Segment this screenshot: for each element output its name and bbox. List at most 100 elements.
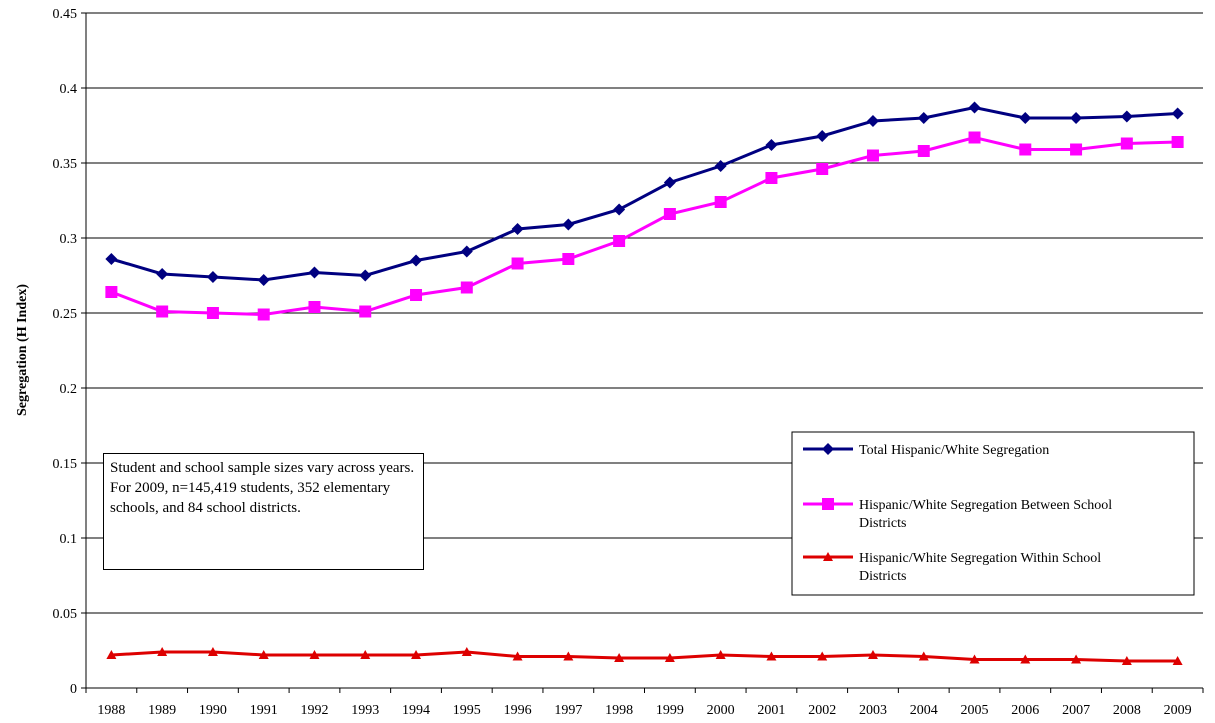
data-point: [766, 651, 777, 661]
data-point: [1019, 112, 1032, 124]
x-tick-label: 1990: [199, 703, 227, 718]
x-tick-label: 2003: [859, 703, 887, 718]
data-point: [512, 651, 523, 661]
x-tick-label: 1996: [504, 703, 532, 718]
legend-item: Total Hispanic/White Segregation: [803, 443, 1049, 458]
data-point: [1171, 136, 1184, 148]
y-tick-label: 0.1: [60, 532, 78, 547]
data-point: [969, 654, 980, 664]
data-point: [562, 253, 575, 265]
data-point: [308, 266, 321, 279]
y-tick-label: 0.35: [53, 157, 78, 172]
y-tick-label: 0.2: [60, 382, 78, 397]
data-point: [511, 257, 524, 270]
x-tick-label: 2004: [910, 703, 938, 718]
data-point: [411, 650, 422, 659]
data-point: [917, 145, 930, 157]
legend-marker: [823, 552, 833, 561]
data-point: [206, 307, 219, 319]
data-point: [563, 651, 574, 661]
x-tick-label: 1998: [605, 703, 633, 718]
legend-label: Hispanic/White Segregation Between Schoo…: [859, 498, 1112, 531]
data-point: [1120, 110, 1133, 123]
x-tick-label: 2008: [1113, 703, 1141, 718]
data-point: [715, 650, 726, 659]
data-point: [207, 647, 218, 656]
data-point: [917, 112, 930, 124]
data-point: [1070, 143, 1083, 156]
data-point: [866, 149, 879, 162]
x-tick-label: 1988: [97, 703, 125, 718]
data-point: [562, 218, 575, 231]
data-point: [105, 286, 118, 298]
data-point: [309, 650, 320, 659]
legend-item: Hispanic/White Segregation Between Schoo…: [803, 498, 1112, 531]
data-point: [918, 651, 929, 661]
data-point: [1120, 137, 1133, 150]
x-tick-label: 1997: [554, 703, 582, 718]
data-point: [105, 253, 118, 265]
series-layer: [105, 101, 1184, 665]
data-point: [1070, 112, 1083, 124]
legend-label: Hispanic/White Segregation Within School…: [859, 551, 1101, 584]
y-tick-label: 0.4: [60, 82, 78, 97]
data-point: [816, 130, 829, 142]
y-axis-label: Segregation (H Index): [15, 284, 30, 416]
x-tick-label: 2005: [961, 703, 989, 718]
data-point: [156, 305, 169, 318]
x-tick-label: 2009: [1164, 703, 1192, 718]
series-line: [110, 135, 1178, 317]
data-point: [257, 308, 270, 321]
data-point: [765, 139, 778, 151]
series-1: [105, 101, 1184, 286]
x-tick-label: 2000: [707, 703, 735, 718]
y-axis-ticks: 0 0.05 0.1 0.15 0.2 0.25 0.3 0.35 0.4 0.45: [53, 7, 86, 697]
x-tick-label: 1991: [250, 703, 278, 718]
data-point: [360, 650, 371, 659]
legend-box: [791, 431, 1195, 596]
data-point: [765, 172, 778, 184]
sample-size-note: Student and school sample sizes vary acr…: [103, 453, 424, 570]
x-tick-label: 1989: [148, 703, 176, 718]
data-point: [460, 245, 473, 258]
data-point: [1071, 654, 1082, 664]
x-tick-label: 1994: [402, 703, 430, 718]
data-point: [156, 268, 169, 280]
x-tick-label: 2001: [757, 703, 785, 718]
data-point: [106, 650, 117, 659]
data-point: [511, 223, 524, 235]
data-point: [460, 281, 473, 294]
y-tick-label: 0.45: [53, 7, 78, 22]
x-tick-label: 2007: [1062, 703, 1090, 718]
data-point: [359, 269, 372, 282]
x-tick-label: 1992: [300, 703, 328, 718]
legend-item: Hispanic/White Segregation Within School…: [803, 551, 1101, 584]
data-point: [410, 254, 423, 267]
data-point: [866, 115, 879, 127]
y-tick-label: 0.15: [53, 457, 78, 472]
data-point: [714, 196, 727, 208]
series-3: [106, 647, 1183, 665]
axes: [85, 13, 1203, 689]
x-axis-ticks: 1988 1989 1990 1991 1992 1993 1994 1995 1996 1997…: [85, 688, 1204, 718]
data-point: [258, 650, 269, 659]
x-tick-label: 1999: [656, 703, 684, 718]
data-point: [1171, 107, 1184, 120]
x-tick-label: 2006: [1011, 703, 1039, 718]
data-point: [206, 271, 219, 283]
data-point: [968, 131, 981, 144]
series-line: [111, 650, 1178, 663]
data-point: [613, 235, 626, 247]
x-tick-label: 1993: [351, 703, 379, 718]
data-point: [1019, 143, 1032, 156]
data-point: [1172, 656, 1183, 665]
y-tick-label: 0: [70, 682, 77, 697]
x-tick-label: 1995: [453, 703, 481, 718]
series-line: [110, 105, 1178, 282]
y-tick-label: 0.25: [53, 307, 78, 322]
data-point: [359, 305, 372, 318]
data-point: [867, 650, 878, 659]
series-2: [105, 131, 1184, 321]
data-point: [308, 301, 321, 313]
